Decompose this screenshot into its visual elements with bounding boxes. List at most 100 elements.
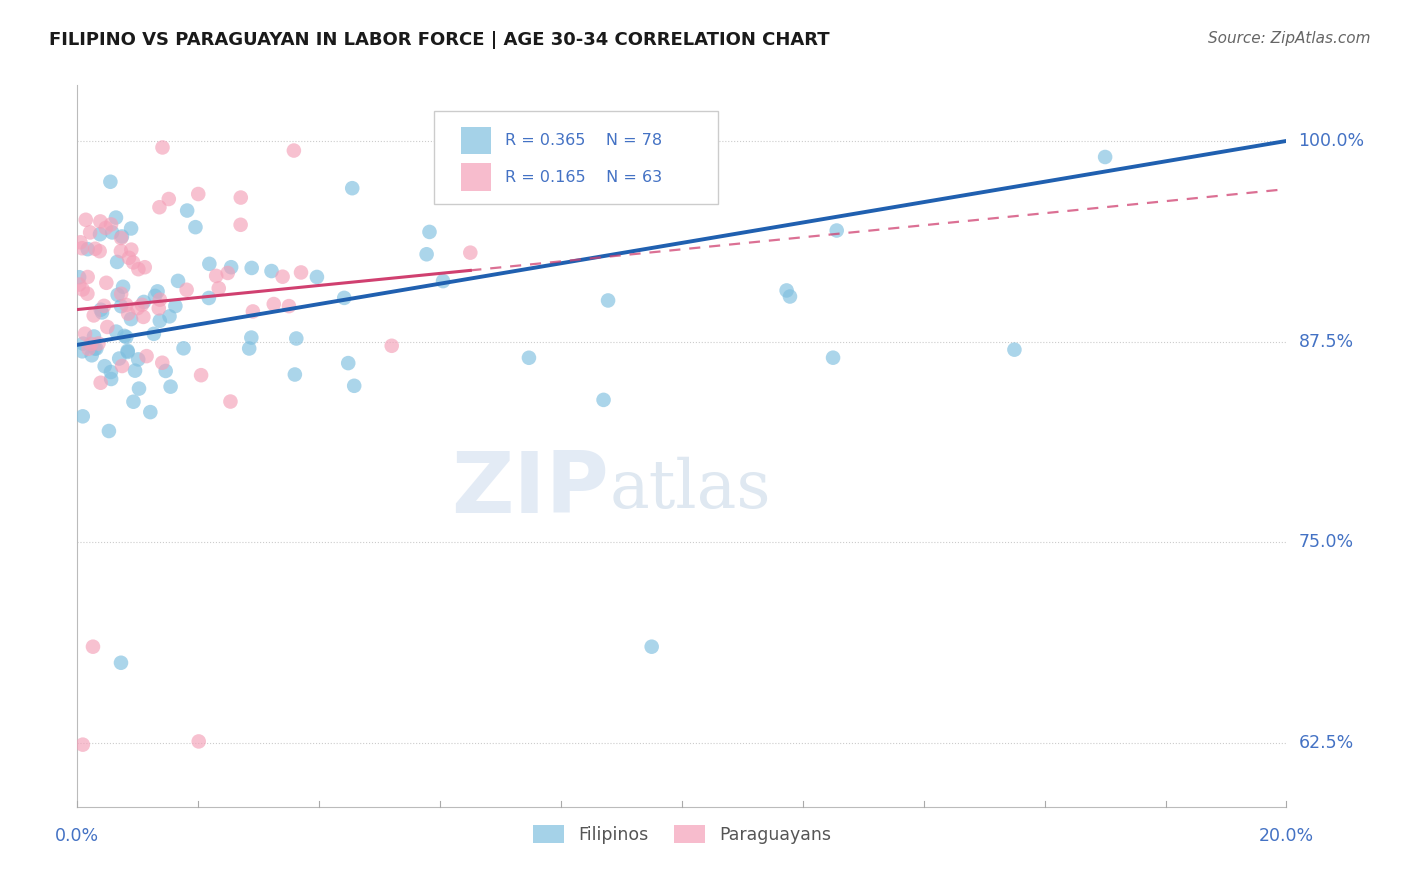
Point	[127, 262, 149, 277]
Point	[142, 326, 165, 341]
Point	[190, 368, 212, 383]
FancyBboxPatch shape	[434, 112, 718, 204]
Point	[110, 286, 132, 301]
Point	[89, 227, 111, 242]
Text: 0.0%: 0.0%	[55, 827, 100, 845]
Point	[72, 336, 94, 351]
Text: ZIP: ZIP	[451, 448, 609, 531]
Point	[285, 331, 308, 345]
Point	[91, 305, 114, 319]
Point	[176, 283, 198, 297]
Point	[155, 364, 177, 378]
Point	[105, 255, 128, 269]
Point	[100, 218, 122, 232]
Point	[117, 343, 139, 358]
Point	[284, 368, 307, 382]
Point	[342, 181, 364, 195]
Point	[150, 356, 173, 370]
Text: R = 0.165    N = 63: R = 0.165 N = 63	[505, 169, 662, 185]
Point	[825, 223, 848, 237]
Point	[72, 282, 94, 296]
Point	[120, 243, 142, 257]
Point	[115, 330, 138, 344]
Point	[76, 242, 98, 256]
Point	[157, 192, 180, 206]
Point	[80, 337, 103, 351]
Point	[82, 640, 104, 654]
Point	[148, 301, 170, 316]
Text: R = 0.365    N = 78: R = 0.365 N = 78	[505, 133, 662, 148]
FancyBboxPatch shape	[461, 163, 491, 191]
Point	[283, 144, 305, 158]
Point	[110, 244, 132, 259]
Point	[110, 231, 132, 245]
Point	[135, 349, 157, 363]
Point	[67, 270, 90, 285]
Point	[89, 244, 111, 259]
Point	[100, 372, 122, 386]
Point	[132, 310, 155, 324]
Point	[217, 266, 239, 280]
Point	[118, 251, 141, 265]
Point	[120, 221, 142, 235]
Point	[72, 344, 94, 359]
Point	[93, 359, 115, 374]
Point	[115, 298, 138, 312]
Point	[117, 345, 139, 359]
FancyBboxPatch shape	[461, 127, 491, 154]
Point	[72, 738, 94, 752]
Point	[112, 329, 135, 343]
Point	[79, 226, 101, 240]
Point	[76, 270, 98, 285]
Point	[187, 734, 209, 748]
Point	[90, 302, 112, 317]
Point	[122, 255, 145, 269]
Point	[107, 288, 129, 302]
Text: FILIPINO VS PARAGUAYAN IN LABOR FORCE | AGE 30-34 CORRELATION CHART: FILIPINO VS PARAGUAYAN IN LABOR FORCE | …	[49, 31, 830, 49]
Point	[337, 356, 360, 370]
Point	[271, 269, 294, 284]
Point	[96, 320, 118, 334]
Point	[173, 341, 195, 355]
Point	[110, 656, 132, 670]
Point	[278, 299, 301, 313]
Point	[418, 225, 440, 239]
Point	[67, 277, 90, 292]
Text: 75.0%: 75.0%	[1299, 533, 1354, 551]
Point	[75, 212, 97, 227]
Point	[90, 376, 112, 390]
Point	[381, 339, 404, 353]
Point	[83, 329, 105, 343]
Point	[641, 640, 664, 654]
Point	[229, 190, 252, 204]
Point	[242, 304, 264, 318]
Point	[108, 351, 131, 366]
Point	[104, 211, 127, 225]
Point	[176, 203, 198, 218]
Point	[70, 241, 93, 255]
Point	[159, 310, 181, 324]
Point	[111, 359, 134, 373]
Point	[198, 291, 221, 305]
Point	[148, 200, 170, 214]
Point	[120, 312, 142, 326]
Point	[1094, 150, 1116, 164]
Point	[240, 260, 263, 275]
Point	[1004, 343, 1026, 357]
Text: Source: ZipAtlas.com: Source: ZipAtlas.com	[1208, 31, 1371, 46]
Point	[240, 330, 263, 344]
Point	[143, 289, 166, 303]
Point	[127, 352, 149, 367]
Point	[89, 214, 111, 228]
Point	[152, 140, 174, 154]
Point	[821, 351, 844, 365]
Point	[112, 280, 135, 294]
Point	[134, 260, 156, 275]
Point	[111, 229, 134, 244]
Point	[205, 268, 228, 283]
Point	[187, 187, 209, 202]
Point	[229, 218, 252, 232]
Text: 87.5%: 87.5%	[1299, 333, 1354, 351]
Point	[128, 382, 150, 396]
Point	[117, 307, 139, 321]
